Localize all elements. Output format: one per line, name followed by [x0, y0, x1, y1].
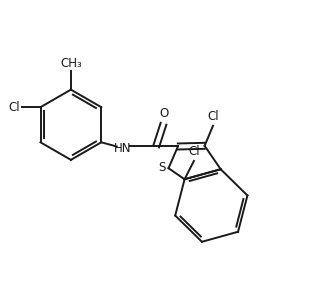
Text: Cl: Cl	[9, 101, 20, 114]
Text: Cl: Cl	[207, 110, 219, 123]
Text: O: O	[159, 107, 168, 120]
Text: S: S	[158, 161, 166, 174]
Text: HN: HN	[114, 142, 131, 155]
Text: CH₃: CH₃	[60, 57, 82, 70]
Text: Cl: Cl	[188, 145, 200, 158]
